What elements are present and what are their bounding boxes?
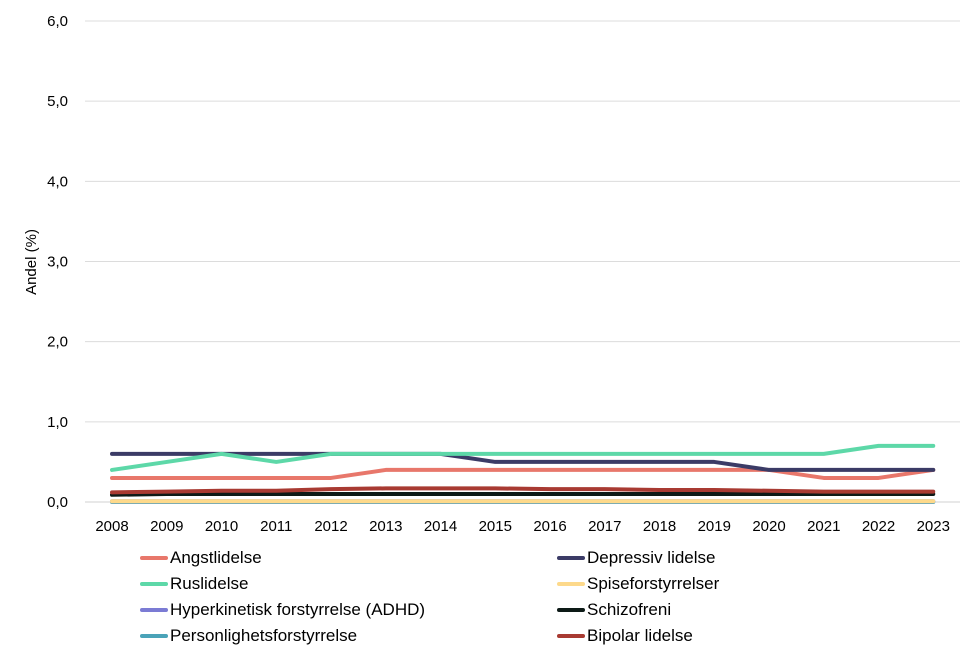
legend-item: Schizofreni <box>557 598 671 622</box>
legend-swatch <box>557 634 585 638</box>
x-tick-label: 2022 <box>862 518 895 535</box>
x-axis-ticks: 2008 2009 2010 2011 2012 2013 2014 2015 2016 2017… <box>95 518 950 535</box>
x-tick-label: 2018 <box>643 518 676 535</box>
x-tick-label: 2023 <box>917 518 950 535</box>
series-line-schizofreni <box>110 491 936 497</box>
legend-label: Personlighetsforstyrrelse <box>170 626 358 645</box>
x-tick-label: 2019 <box>698 518 731 535</box>
legend-item: Ruslidelse <box>140 572 248 596</box>
legend-swatch <box>557 608 585 612</box>
x-tick-label: 2008 <box>95 518 128 535</box>
y-tick-label: 0,0 <box>47 494 68 511</box>
x-tick-label: 2011 <box>260 518 292 535</box>
line-chart: 0,01,02,03,04,05,06,0 2008 2009 2010 2011 20… <box>23 13 960 535</box>
gridlines <box>85 20 960 503</box>
legend-label: Hyperkinetisk forstyrrelse (ADHD) <box>170 600 426 619</box>
x-tick-label: 2015 <box>479 518 512 535</box>
x-tick-label: 2014 <box>424 518 457 535</box>
legend-label: Bipolar lidelse <box>587 626 693 645</box>
series-line-angstlidelse <box>110 467 936 480</box>
y-tick-label: 4,0 <box>47 173 68 190</box>
legend-item: Bipolar lidelse <box>557 624 693 648</box>
legend-label: Ruslidelse <box>170 574 249 593</box>
legend-swatch <box>557 582 585 586</box>
legend: Angstlidelse Depressiv lidelse Ruslidelse S… <box>0 544 970 651</box>
legend-swatch <box>140 634 168 638</box>
y-tick-label: 2,0 <box>47 334 68 351</box>
legend-label: Depressiv lidelse <box>587 548 716 567</box>
x-tick-label: 2021 <box>807 518 840 535</box>
legend-item: Depressiv lidelse <box>557 546 716 570</box>
legend-label: Angstlidelse <box>170 548 262 567</box>
x-tick-label: 2013 <box>369 518 402 535</box>
y-tick-label: 5,0 <box>47 93 68 110</box>
y-axis-ticks: 0,0 1,0 2,0 3,0 4,0 5,0 6,0 <box>47 13 68 511</box>
y-tick-label: 1,0 <box>47 414 68 431</box>
legend-label: Spiseforstyrrelser <box>587 574 720 593</box>
legend-label: Schizofreni <box>587 600 672 619</box>
legend-swatch <box>557 556 585 560</box>
x-tick-label: 2016 <box>533 518 566 535</box>
x-tick-label: 2020 <box>752 518 785 535</box>
x-tick-label: 2009 <box>150 518 183 535</box>
legend-item: Angstlidelse <box>140 546 262 570</box>
legend-swatch <box>140 608 168 612</box>
y-axis-label: Andel (%) <box>23 229 40 295</box>
legend-swatch <box>140 582 168 586</box>
legend-item: Spiseforstyrrelser <box>557 572 719 596</box>
legend-swatch <box>140 556 168 560</box>
x-tick-label: 2017 <box>588 518 621 535</box>
legend-item: Hyperkinetisk forstyrrelse (ADHD) <box>140 598 425 622</box>
legend-item: Personlighetsforstyrrelse <box>140 624 357 648</box>
y-tick-label: 3,0 <box>47 254 68 271</box>
x-tick-label: 2010 <box>205 518 238 535</box>
series-lines <box>110 443 936 504</box>
series-line-depressiv-lidelse <box>110 451 936 472</box>
x-tick-label: 2012 <box>314 518 347 535</box>
series-line-bipolar-lidelse <box>110 486 936 495</box>
y-tick-label: 6,0 <box>47 13 68 30</box>
series-line-ruslidelse <box>110 443 936 472</box>
